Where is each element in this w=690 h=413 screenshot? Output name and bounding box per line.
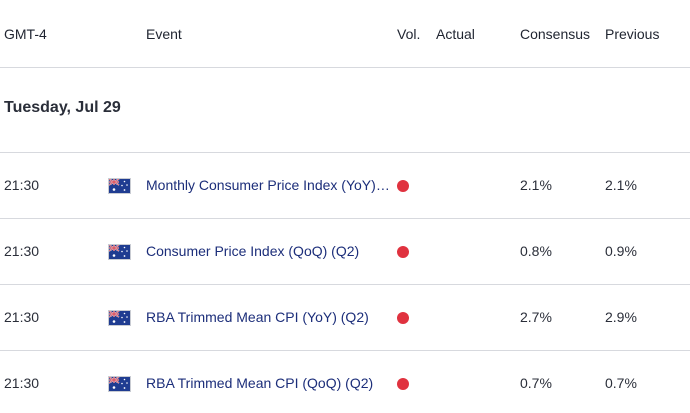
actual-column-header[interactable]: Actual [436,26,475,42]
event-time: 21:30 [4,375,40,391]
australia-flag-icon [108,376,131,392]
australia-flag-icon [108,310,131,326]
volatility-column-header[interactable]: Vol. [397,26,421,42]
australia-flag-icon [108,178,131,194]
event-time: 21:30 [4,309,40,325]
event-row[interactable]: 21:30 RBA Trimmed Mean CPI (QoQ) (Q2) 0.… [0,351,690,413]
event-name-link[interactable]: Monthly Consumer Price Index (YoY) (JUN) [146,177,392,193]
timezone-column-header[interactable]: GMT-4 [4,26,47,42]
event-time: 21:30 [4,243,40,259]
event-name-link[interactable]: RBA Trimmed Mean CPI (QoQ) (Q2) [146,375,374,391]
australia-flag-icon [108,244,131,260]
high-volatility-icon [397,246,409,258]
event-row[interactable]: 21:30 Consumer Price Index (QoQ) (Q2) 0.… [0,219,690,285]
consensus-value: 0.7% [520,375,552,391]
day-label: Tuesday, Jul 29 [4,99,121,116]
consensus-value: 2.7% [520,309,552,325]
event-time: 21:30 [4,177,40,193]
consensus-value: 2.1% [520,177,552,193]
previous-value: 0.7% [605,375,637,391]
consensus-value: 0.8% [520,243,552,259]
event-row[interactable]: 21:30 RBA Trimmed Mean CPI (YoY) (Q2) 2.… [0,285,690,351]
previous-column-header[interactable]: Previous [605,26,660,42]
high-volatility-icon [397,312,409,324]
consensus-column-header[interactable]: Consensus [520,26,591,42]
previous-value: 0.9% [605,243,637,259]
event-row[interactable]: 21:30 Monthly Consumer Price Index (YoY)… [0,153,690,219]
previous-value: 2.9% [605,309,637,325]
day-group-header: Tuesday, Jul 29 [0,68,690,153]
event-column-header[interactable]: Event [146,26,182,42]
previous-value: 2.1% [605,177,637,193]
high-volatility-icon [397,378,409,390]
high-volatility-icon [397,180,409,192]
calendar-header: GMT-4 Event Vol. Actual Consensus Previo… [0,0,690,68]
event-name-link[interactable]: Consumer Price Index (QoQ) (Q2) [146,243,360,259]
event-name-link[interactable]: RBA Trimmed Mean CPI (YoY) (Q2) [146,309,369,325]
